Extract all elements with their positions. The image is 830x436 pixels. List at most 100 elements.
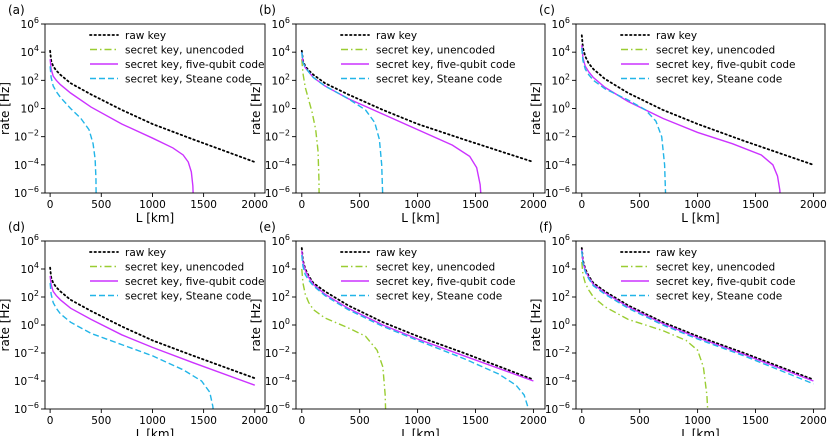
y-tick-label: 10−6	[545, 401, 570, 416]
x-tick-label: 1000	[139, 199, 166, 211]
y-tick-label: 106	[552, 233, 570, 248]
x-tick-label: 500	[91, 199, 111, 211]
y-tick-label: 10−2	[14, 129, 39, 144]
x-tick-label: 0	[578, 415, 585, 427]
panel-d: 0 500 1000 1500 2000 106 104 102 100 10−2 10−4 10−6…	[0, 220, 268, 436]
x-tick-label: 2000	[241, 199, 268, 211]
x-tick-label: 1500	[190, 199, 217, 211]
y-axis-label: rate [Hz]	[529, 299, 543, 352]
y-tick-label: 104	[552, 44, 570, 59]
legend-label: secret key, unencoded	[656, 261, 775, 273]
x-tick-label: 500	[350, 415, 370, 427]
series-raw-line	[49, 266, 256, 380]
x-tick-label: 1500	[462, 415, 489, 427]
legend-label: raw key	[125, 247, 166, 259]
x-tick-label: 2000	[520, 415, 547, 427]
y-tick-label: 10−2	[545, 345, 570, 360]
x-tick-label: 1500	[742, 415, 769, 427]
y-tick-label: 106	[21, 233, 39, 248]
y-tick-label: 10−6	[265, 185, 290, 200]
legend-label: secret key, five-qubit code	[656, 276, 796, 288]
legend-label: secret key, five-qubit code	[125, 59, 265, 71]
y-tick-label: 10−2	[14, 345, 39, 360]
x-tick-label: 2000	[800, 199, 827, 211]
x-tick-label: 0	[298, 415, 305, 427]
series-steane-line	[301, 254, 529, 409]
legend-label: secret key, Steane code	[376, 290, 502, 302]
legend-label: secret key, unencoded	[125, 44, 244, 56]
legend-label: secret key, Steane code	[125, 290, 251, 302]
x-axis-label: L [km]	[401, 427, 440, 436]
x-tick-label: 0	[47, 199, 54, 211]
series-five-qubit-line	[301, 52, 482, 193]
x-tick-label: 1000	[404, 415, 431, 427]
legend: raw key secret key, unencoded secret key, …	[620, 30, 796, 85]
legend-label: secret key, five-qubit code	[125, 276, 265, 288]
x-tick-label: 1000	[684, 199, 711, 211]
series-steane-line	[49, 66, 97, 193]
x-tick-label: 0	[578, 199, 585, 211]
x-tick-label: 1500	[742, 199, 769, 211]
legend: raw key secret key, unencoded secret key, …	[620, 247, 796, 302]
series-steane-line	[301, 52, 384, 193]
legend-label: secret key, unencoded	[376, 261, 495, 273]
y-tick-label: 100	[552, 101, 570, 116]
legend-label: raw key	[125, 30, 166, 42]
x-tick-label: 1000	[139, 415, 166, 427]
series-unencoded-line	[301, 59, 320, 193]
legend: raw key secret key, unencoded secret key, …	[89, 30, 265, 85]
y-tick-label: 10−4	[545, 157, 570, 172]
panel-label: (c)	[539, 3, 555, 17]
y-tick-label: 106	[21, 16, 39, 31]
y-tick-label: 100	[272, 317, 290, 332]
y-axis-label: rate [Hz]	[0, 82, 12, 135]
series-raw-line	[49, 49, 256, 163]
y-tick-label: 102	[21, 72, 39, 87]
series-five-qubit-line	[581, 45, 781, 193]
legend-label: secret key, five-qubit code	[656, 59, 796, 71]
legend: raw key secret key, unencoded secret key, …	[340, 30, 516, 85]
legend-label: secret key, unencoded	[376, 44, 495, 56]
series-steane-line	[49, 282, 214, 409]
series-five-qubit-line	[301, 250, 534, 382]
legend-label: raw key	[376, 247, 417, 259]
y-tick-label: 100	[21, 101, 39, 116]
x-tick-label: 1000	[684, 415, 711, 427]
y-tick-label: 102	[21, 289, 39, 304]
y-tick-label: 10−2	[265, 345, 290, 360]
y-tick-label: 104	[21, 261, 39, 276]
series-five-qubit-line	[49, 275, 256, 386]
panel-f: 0 500 1000 1500 2000 106 104 102 100 10−2 10−4 10−6…	[529, 220, 827, 436]
y-tick-label: 10−6	[14, 401, 39, 416]
x-tick-label: 500	[91, 415, 111, 427]
y-axis-label: rate [Hz]	[529, 82, 543, 135]
legend-label: raw key	[656, 247, 697, 259]
y-tick-label: 10−4	[545, 373, 570, 388]
series-steane-line	[581, 250, 814, 385]
y-tick-label: 100	[21, 317, 39, 332]
y-tick-label: 106	[552, 16, 570, 31]
y-axis-label: rate [Hz]	[249, 82, 263, 135]
y-axis-label: rate [Hz]	[249, 299, 263, 352]
legend-label: raw key	[656, 30, 697, 42]
x-tick-label: 1500	[462, 199, 489, 211]
panel-label: (b)	[259, 3, 276, 17]
legend-label: secret key, five-qubit code	[376, 276, 516, 288]
y-axis-label: rate [Hz]	[0, 299, 12, 352]
x-axis-label: L [km]	[401, 211, 440, 225]
y-tick-label: 10−6	[545, 185, 570, 200]
legend-label: secret key, Steane code	[376, 73, 502, 85]
x-tick-label: 1000	[404, 199, 431, 211]
y-tick-label: 10−2	[265, 129, 290, 144]
panel-label: (d)	[8, 220, 25, 234]
y-tick-label: 10−4	[14, 373, 39, 388]
y-tick-label: 102	[552, 72, 570, 87]
x-tick-label: 2000	[800, 415, 827, 427]
x-tick-label: 500	[350, 199, 370, 211]
series-steane-line	[581, 47, 667, 193]
legend: raw key secret key, unencoded secret key, …	[340, 247, 516, 302]
x-tick-label: 0	[47, 415, 54, 427]
series-unencoded-line	[581, 261, 709, 409]
legend: raw key secret key, unencoded secret key, …	[89, 247, 265, 302]
